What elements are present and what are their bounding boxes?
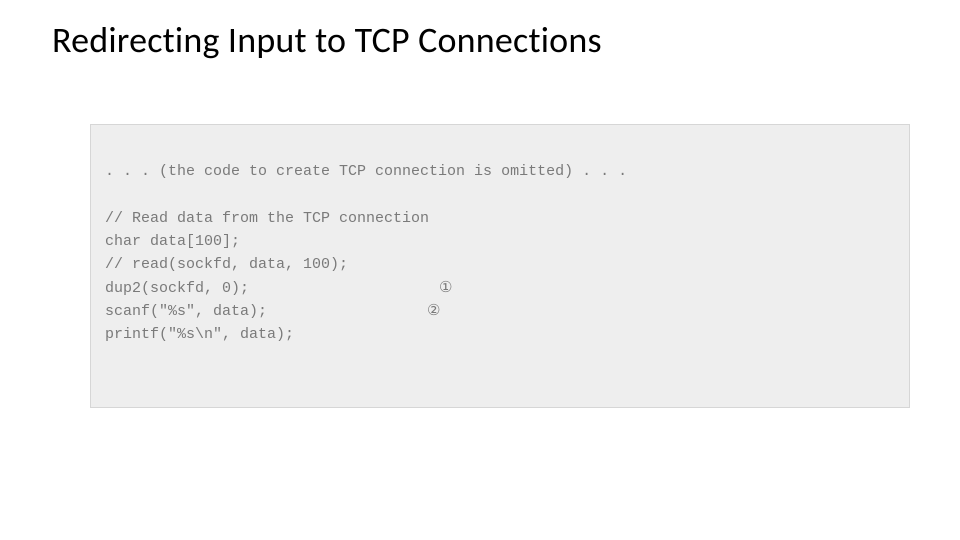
code-text-dup2: dup2(sockfd, 0); <box>105 280 249 297</box>
code-block: . . . (the code to create TCP connection… <box>90 124 910 408</box>
code-line-comment-read: // Read data from the TCP connection <box>105 207 895 230</box>
code-blank-line <box>105 184 895 207</box>
annotation-2-icon: ② <box>427 300 440 323</box>
annotation-1-icon: ① <box>439 277 452 300</box>
code-line-scanf: scanf("%s", data); ② <box>105 300 895 323</box>
code-line-dup2: dup2(sockfd, 0); ① <box>105 277 895 300</box>
code-line-read-commented: // read(sockfd, data, 100); <box>105 253 895 276</box>
code-line-omitted: . . . (the code to create TCP connection… <box>105 160 895 183</box>
code-line-printf: printf("%s\n", data); <box>105 323 895 346</box>
code-text-scanf: scanf("%s", data); <box>105 303 267 320</box>
slide-title: Redirecting Input to TCP Connections <box>52 18 920 62</box>
code-line-char-decl: char data[100]; <box>105 230 895 253</box>
slide: Redirecting Input to TCP Connections . .… <box>0 0 960 540</box>
